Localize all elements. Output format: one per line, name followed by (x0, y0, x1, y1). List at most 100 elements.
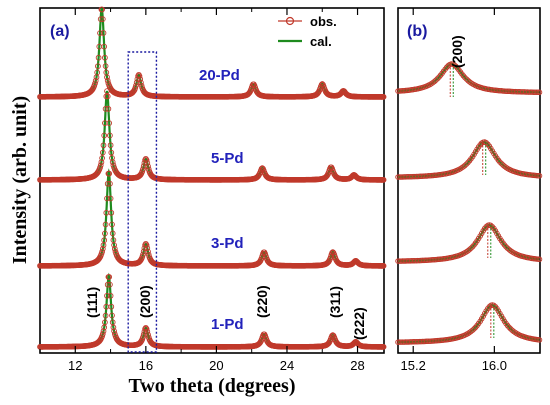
obs-point (107, 132, 113, 139)
panel-a-label: (a) (50, 23, 70, 40)
obs-point (136, 73, 143, 79)
obs-point (137, 76, 144, 83)
b-obs-points-1-Pd (395, 302, 543, 345)
b-obs-point (431, 78, 438, 85)
obs-point (143, 326, 150, 332)
obs-point (109, 159, 116, 165)
obs-point (140, 331, 147, 338)
hkl-222-label: (222) (351, 307, 367, 340)
obs-points-3-Pd (37, 170, 387, 269)
obs-point (102, 230, 108, 237)
obs-point (99, 246, 106, 252)
obs-point (106, 170, 113, 177)
obs-point (100, 30, 107, 36)
obs-point (140, 163, 147, 170)
obs-point (133, 79, 140, 86)
panel-b-curves (395, 61, 543, 345)
obs-point (107, 195, 114, 202)
obs-point (99, 331, 106, 337)
b-obs-point (463, 76, 470, 82)
x-axis-title: Two theta (degrees) (129, 375, 296, 397)
x-tick-label-16: 16 (139, 358, 153, 373)
obs-point (104, 77, 111, 84)
obs-point (139, 254, 146, 260)
obs-point (104, 93, 111, 100)
obs-point (99, 155, 105, 161)
panel-a-curves (37, 6, 387, 350)
b-obs-point (498, 160, 505, 167)
b-obs-point (451, 62, 458, 68)
series-label-1pd: 1-Pd (211, 316, 244, 333)
b-obs-point (462, 162, 468, 169)
obs-point (98, 159, 105, 166)
b-obs-points-3-Pd (395, 222, 543, 264)
obs-point (92, 77, 99, 84)
obs-point (380, 94, 387, 100)
b-obs-point (463, 161, 470, 167)
b-obs-points-20-Pd (395, 61, 543, 96)
obs-point (99, 248, 105, 255)
legend-obs-label: obs. (310, 14, 337, 29)
b-obs-point (453, 63, 459, 69)
b-obs-point (488, 222, 494, 229)
b-obs-point (503, 243, 509, 250)
panel-b-label: (b) (407, 23, 427, 40)
b-obs-point (468, 245, 474, 251)
b-obs-point (506, 324, 512, 331)
obs-point (142, 324, 149, 331)
b-obs-point (536, 337, 543, 343)
obs-point (100, 142, 107, 149)
obs-point (97, 164, 103, 171)
obs-point (138, 79, 144, 86)
y-axis-title: Intensity (arb. unit) (9, 96, 31, 264)
obs-point (140, 251, 146, 258)
obs-point (144, 160, 151, 166)
obs-point (97, 162, 104, 169)
obs-point (143, 157, 150, 163)
series-label-3pd: 3-Pd (211, 235, 244, 252)
hkl-111-label: (111) (84, 287, 100, 318)
hkl-311-label: (311) (327, 286, 343, 318)
b-obs-point (483, 139, 489, 146)
b-obs-point (497, 159, 503, 165)
b-obs-point (536, 89, 543, 96)
obs-point (102, 54, 108, 61)
obs-point (108, 303, 115, 310)
b-obs-point (491, 302, 497, 309)
obs-point (111, 245, 118, 252)
panel-b-frame (397, 7, 541, 354)
x-tick-label-28: 28 (350, 358, 364, 373)
obs-point (107, 180, 113, 187)
b-obs-point (465, 159, 471, 166)
series-label-20pd: 20-Pd (199, 67, 240, 84)
b-x-tick-label-15.2: 15.2 (401, 358, 426, 373)
obs-point (100, 328, 107, 335)
b-obs-point (466, 246, 473, 253)
obs-points-5-Pd (37, 88, 387, 183)
b-obs-point (462, 74, 468, 81)
obs-point (101, 237, 108, 244)
obs-point (380, 263, 387, 269)
obs-point (111, 328, 117, 334)
obs-point (102, 63, 109, 69)
obs-point (111, 242, 117, 248)
obs-point (102, 221, 109, 228)
series-label-5pd: 5-Pd (211, 150, 244, 167)
legend: obs. cal. (278, 14, 337, 49)
obs-point (101, 132, 108, 139)
obs-point (104, 195, 110, 202)
obs-point (108, 209, 115, 216)
obs-point (102, 319, 108, 326)
panel-b-x-ticks: 15.2 16.0 (401, 8, 507, 373)
obs-point (102, 312, 109, 319)
hkl-200-label: (200) (137, 285, 153, 318)
obs-point (109, 312, 115, 319)
obs-point (102, 106, 109, 112)
b-obs-points-5-Pd (395, 139, 543, 180)
obs-point (99, 6, 105, 13)
b-obs-point (434, 75, 441, 82)
obs-point (107, 142, 114, 149)
b-obs-point (536, 173, 543, 179)
obs-point (104, 292, 110, 299)
obs-point (107, 281, 113, 288)
